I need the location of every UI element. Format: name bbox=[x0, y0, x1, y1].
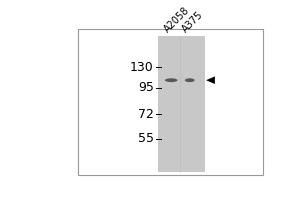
Polygon shape bbox=[206, 76, 215, 84]
FancyBboxPatch shape bbox=[158, 36, 205, 172]
Text: 55: 55 bbox=[138, 132, 154, 145]
Text: 95: 95 bbox=[138, 81, 154, 94]
Text: A375: A375 bbox=[180, 10, 205, 35]
Text: 130: 130 bbox=[130, 61, 154, 74]
Ellipse shape bbox=[165, 78, 178, 82]
Text: 72: 72 bbox=[138, 108, 154, 121]
FancyBboxPatch shape bbox=[78, 29, 263, 175]
Text: A2058: A2058 bbox=[162, 6, 191, 35]
Ellipse shape bbox=[185, 78, 195, 82]
